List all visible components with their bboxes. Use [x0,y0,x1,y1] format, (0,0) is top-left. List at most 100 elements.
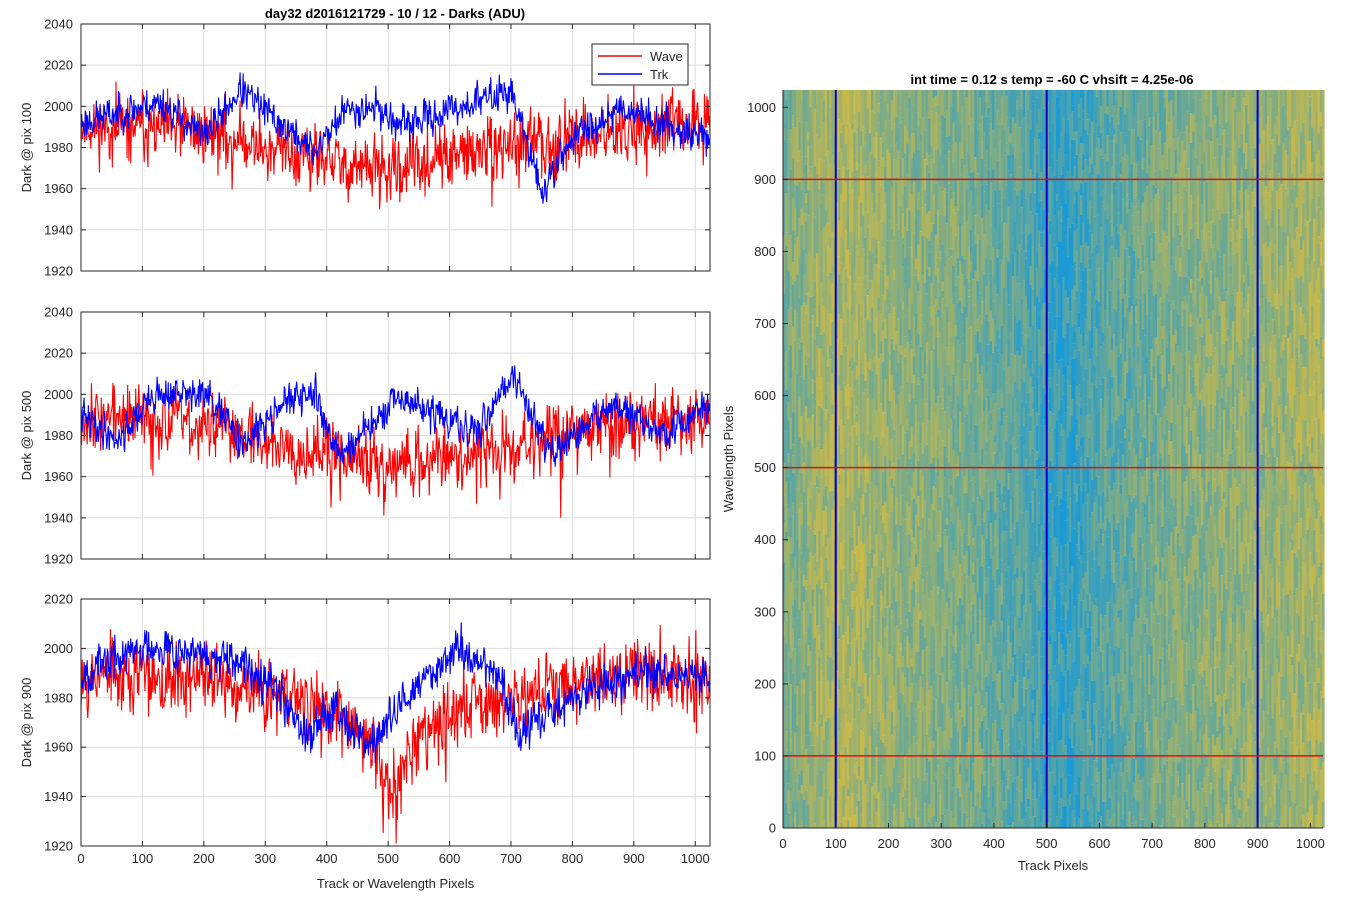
heatmap-cell [1060,740,1063,778]
heatmap-cell [989,551,993,559]
heatmap-cell [985,258,988,286]
heatmap-cell [800,747,804,771]
heatmap-cell [1113,257,1116,302]
heatmap-cell [974,271,977,305]
heatmap-cell [1108,628,1112,648]
heatmap-cell [1082,315,1085,347]
heatmap-cell [868,632,872,659]
heatmap-cell [818,304,821,349]
heatmap-cell [831,373,834,405]
heatmap-cell [1093,434,1096,461]
heatmap-cell [926,404,929,445]
heatmap-cell [1137,751,1140,774]
heatmap-cell [855,761,859,780]
heatmap-cell [864,474,867,493]
heatmap-cell [855,162,859,171]
heatmap-cell [796,118,799,161]
heatmap-cell [1121,90,1125,122]
heatmap-cell [1077,116,1081,154]
heatmap-cell [952,768,955,788]
heatmap-cell [1058,106,1061,149]
heatmap-cell [928,463,931,475]
heatmap-cell [1005,185,1008,224]
heatmap-cell [1135,686,1138,722]
heatmap-cell [824,475,828,487]
heatmap-cell [1053,287,1057,317]
heatmap-cell [840,454,843,470]
heatmap-cell [897,127,900,152]
heatmap-cell [866,801,870,828]
heatmap-cell [1093,409,1096,435]
heatmap-cell [954,556,958,596]
heatmap-cell [1058,584,1061,592]
heatmap-cell [802,113,806,157]
heatmap-cell [967,290,971,297]
heatmap-cell [1104,801,1107,828]
heatmap-cell [956,257,960,277]
heatmap-cell [1135,322,1138,345]
heatmap-cell [1073,423,1076,464]
heatmap-cell [1080,143,1083,184]
heatmap-cell [791,198,795,232]
heatmap-cell [941,408,944,441]
heatmap-cell [1005,406,1008,417]
heatmap-cell [901,310,905,351]
heatmap-cell [954,652,958,666]
heatmap-cell [893,804,896,812]
heatmap-cell [1084,667,1087,689]
heatmap-cell [851,677,854,689]
heatmap-cell [1121,121,1125,158]
heatmap-cell [1106,643,1109,686]
heatmap-cell [1110,578,1114,596]
heatmap-cell [813,109,817,124]
heatmap-cell [1102,377,1105,409]
heatmap-cell [1000,393,1004,408]
heatmap-cell [816,90,819,112]
heatmap-cell [816,174,819,208]
heatmap-cell [959,336,962,345]
heatmap-cell [844,282,848,304]
heatmap-cell [829,557,832,591]
heatmap-cell [1040,488,1043,525]
heatmap-cell [807,745,810,765]
heatmap-cell [919,296,922,315]
heatmap-cell [1029,763,1032,804]
heatmap-cell [1104,681,1107,719]
heatmap-cell [1005,117,1008,144]
heatmap-cell [1102,690,1105,728]
heatmap-cell [851,305,854,316]
heatmap-cell [1119,132,1123,163]
heatmap-cell [1029,192,1032,212]
heatmap-cell [1022,570,1026,606]
heatmap-cell [877,411,881,448]
heatmap-cell [1003,531,1006,543]
heatmap-cell [970,179,973,192]
heatmap-cell [875,201,878,240]
heatmap-cell [1080,708,1083,751]
heatmap-cell [1029,129,1032,170]
heatmap-cell [928,761,931,805]
heatmap-cell [1095,477,1098,497]
heatmap-cell [816,561,819,577]
heatmap-cell [862,768,865,797]
heatmap-cell [864,698,867,729]
heatmap-cell [785,731,788,751]
heatmap-cell [976,129,980,174]
heatmap-cell [972,90,975,124]
heatmap-cell [945,647,949,683]
heatmap-cell [849,606,852,644]
heatmap-cell [813,217,817,260]
heatmap-cell [822,100,826,123]
heatmap-cell [989,752,993,764]
heatmap-cell [945,778,949,810]
heatmap-cell [1084,416,1087,460]
heatmap-cell [976,680,980,705]
heatmap-cell [972,779,975,808]
heatmap-cell [851,688,854,711]
heatmap-cell [1018,105,1021,122]
heatmap-cell [1040,363,1043,376]
heatmap-cell [871,509,874,538]
heatmap-cell [1009,297,1013,333]
heatmap-cell [904,153,907,179]
heatmap-cell [877,191,881,224]
